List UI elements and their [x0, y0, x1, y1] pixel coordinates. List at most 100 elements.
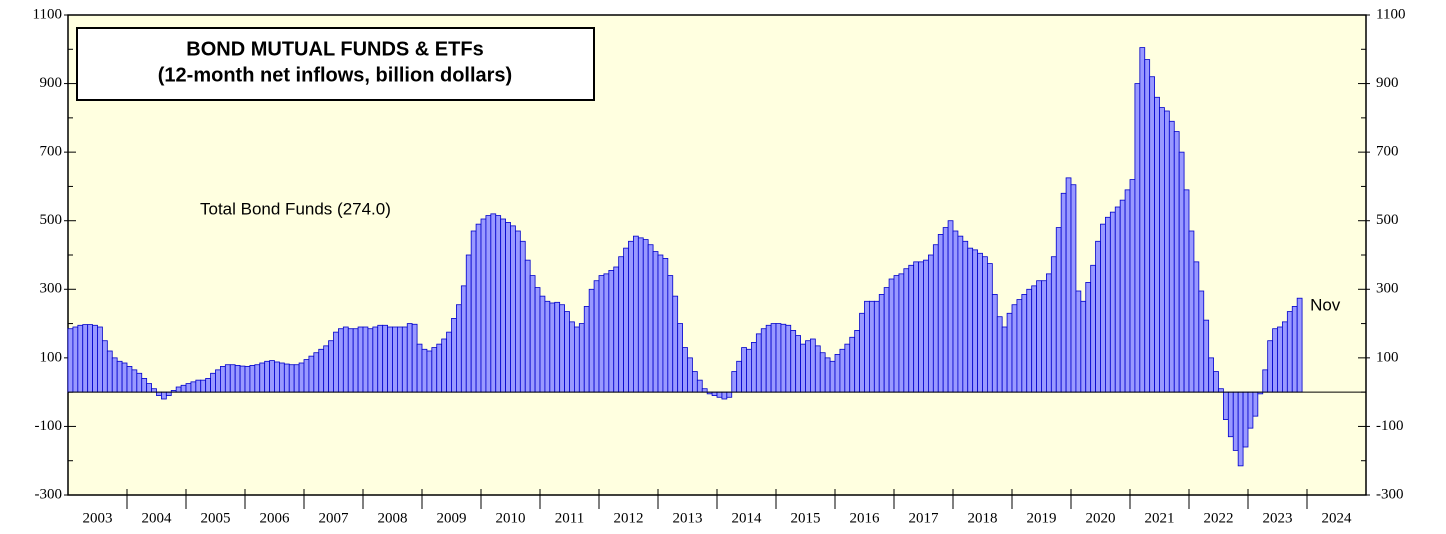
bar — [106, 350, 113, 393]
bar — [883, 287, 890, 393]
bar — [913, 261, 919, 393]
bar — [1134, 83, 1141, 393]
bar — [515, 230, 521, 393]
bar — [151, 388, 157, 393]
bar — [460, 285, 467, 393]
bar — [411, 323, 418, 393]
y-tick-label-right: -300 — [1376, 486, 1404, 502]
bar — [1252, 391, 1259, 417]
bar — [672, 295, 679, 393]
bar — [736, 360, 742, 393]
y-tick-label: 100 — [40, 349, 63, 365]
bar — [657, 254, 664, 393]
bar — [220, 366, 226, 393]
bar — [721, 391, 728, 400]
bar — [755, 333, 762, 393]
bar — [1178, 151, 1185, 393]
annotation: Nov — [1310, 296, 1341, 315]
bar — [1223, 391, 1229, 420]
y-tick-label-right: 1100 — [1376, 6, 1405, 22]
bar — [805, 340, 811, 393]
bar — [401, 326, 408, 393]
bar — [1286, 311, 1293, 393]
bar — [534, 287, 541, 393]
bar — [613, 266, 620, 393]
bar — [200, 379, 207, 393]
bar — [859, 312, 865, 393]
bar — [937, 234, 944, 393]
bar — [97, 326, 103, 393]
bar — [908, 264, 915, 393]
bar — [578, 323, 585, 393]
bar — [347, 328, 354, 393]
bar — [1296, 297, 1303, 393]
bar — [1282, 321, 1288, 393]
bar — [829, 360, 836, 393]
bar — [1218, 388, 1224, 393]
bar — [849, 336, 856, 393]
y-tick-label: 900 — [40, 75, 63, 91]
bar — [1070, 184, 1077, 393]
bar — [785, 324, 792, 393]
bar — [795, 335, 801, 393]
bar — [510, 225, 516, 393]
bar — [470, 230, 477, 393]
bar — [254, 364, 261, 393]
bar — [716, 391, 723, 398]
bar — [436, 343, 443, 393]
bar — [598, 275, 605, 393]
bar — [397, 326, 403, 393]
bar — [770, 323, 777, 393]
bar — [1124, 189, 1131, 393]
bar — [180, 384, 187, 393]
bar — [864, 300, 870, 393]
bar — [87, 324, 93, 393]
bar — [303, 359, 310, 393]
bar — [165, 391, 172, 396]
bar — [760, 328, 767, 393]
bar — [274, 361, 280, 393]
bar — [352, 328, 359, 393]
bar — [711, 391, 718, 396]
bar — [652, 251, 659, 393]
bar — [957, 235, 964, 393]
bar — [839, 348, 846, 393]
bar — [854, 330, 860, 393]
bar — [1154, 96, 1160, 393]
bar — [1075, 290, 1082, 393]
bar — [588, 288, 595, 393]
bar — [1050, 256, 1057, 393]
bar — [121, 362, 128, 393]
bar — [544, 300, 551, 393]
bar — [618, 256, 624, 393]
bar — [593, 280, 600, 393]
bar — [269, 360, 275, 393]
bar — [1262, 369, 1269, 393]
bar — [421, 348, 428, 393]
bar — [746, 348, 752, 393]
bar — [387, 326, 393, 393]
bar — [1085, 282, 1092, 393]
bar — [1213, 371, 1219, 393]
bar — [392, 326, 398, 393]
bar — [751, 342, 757, 393]
x-tick-label: 2006 — [260, 510, 291, 526]
x-tick-label: 2017 — [909, 510, 940, 526]
bar — [1011, 304, 1018, 393]
bar — [313, 352, 320, 393]
bar — [1021, 294, 1028, 393]
bar — [229, 364, 236, 393]
bar — [549, 302, 556, 393]
bar — [564, 311, 570, 393]
bar — [918, 261, 924, 393]
bar — [1144, 59, 1151, 393]
bar — [952, 230, 959, 393]
bar — [800, 343, 806, 393]
bar — [456, 304, 462, 393]
bar — [1041, 280, 1047, 393]
bar — [126, 366, 133, 393]
bar — [1026, 288, 1033, 393]
bar — [539, 295, 546, 393]
bar — [136, 372, 143, 393]
bar — [298, 362, 305, 393]
